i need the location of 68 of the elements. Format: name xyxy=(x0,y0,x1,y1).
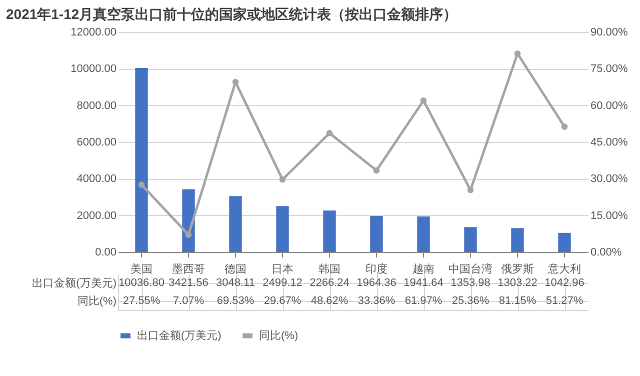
x-tick-label: 中国台湾 xyxy=(448,262,492,276)
bar xyxy=(558,232,571,252)
point xyxy=(185,232,192,238)
data-label: 29.67% xyxy=(264,295,302,307)
data-label: 33.36% xyxy=(358,295,396,307)
point xyxy=(514,50,521,57)
x-tick-label: 日本 xyxy=(272,262,294,276)
chart-title: 2021年1-12月真空泵出口前十位的国家或地区统计表（按出口金额排序） xyxy=(6,6,458,22)
data-label: 3421.56 xyxy=(168,277,208,289)
y-tick-label: 10000.00 xyxy=(70,63,116,76)
point xyxy=(326,130,333,136)
bar xyxy=(135,68,148,252)
bar xyxy=(229,196,242,252)
y2-tick-label: 0.00% xyxy=(590,246,622,258)
x-tick-label: 印度 xyxy=(366,262,388,276)
data-label: 10036.80 xyxy=(118,277,164,289)
data-label: 2499.12 xyxy=(262,277,302,289)
text: 出口金额(万美元) xyxy=(32,278,116,290)
data-label: 51.27% xyxy=(546,295,584,307)
text: 同比(%) xyxy=(77,296,116,308)
y-tick-label: 6000.00 xyxy=(76,136,116,148)
y2-tick-label: 60.00% xyxy=(590,100,628,112)
y-tick-label: 0.00 xyxy=(95,246,116,258)
y-tick-label: 12000.00 xyxy=(70,26,116,38)
data-label: 1941.64 xyxy=(404,277,444,289)
bar xyxy=(323,210,336,252)
y-tick-label: 2000.00 xyxy=(76,210,116,222)
data-label: 48.62% xyxy=(310,295,348,307)
bar xyxy=(276,206,289,252)
y2-tick-label: 90.00% xyxy=(590,26,628,38)
y2-tick-label: 15.00% xyxy=(590,210,628,222)
bar xyxy=(370,216,383,252)
x-tick-label: 美国 xyxy=(130,262,152,276)
legend-label: 同比(%) xyxy=(259,328,298,342)
y-tick-label: 4000.00 xyxy=(76,173,116,186)
data-label: 25.36% xyxy=(452,295,490,307)
data-label: 69.53% xyxy=(216,295,254,307)
x-tick-label: 意大利 xyxy=(547,262,581,276)
x-tick-label: 越南 xyxy=(412,262,434,276)
bar xyxy=(417,216,430,252)
x-tick-label: 墨西哥 xyxy=(172,264,205,276)
point xyxy=(138,182,145,188)
point xyxy=(373,167,380,174)
data-label: 1303.22 xyxy=(498,277,538,289)
data-label: 3048.11 xyxy=(216,277,255,289)
point xyxy=(561,124,568,130)
data-label: 61.97% xyxy=(404,295,442,307)
data-label: 1042.96 xyxy=(544,277,584,289)
y2-tick-label: 75.00% xyxy=(590,63,628,76)
point xyxy=(420,97,427,104)
point xyxy=(467,186,474,194)
data-label: 1964.36 xyxy=(356,277,396,289)
x-tick-label: 俄罗斯 xyxy=(501,262,534,276)
bar xyxy=(511,228,524,252)
x-tick-label: 德国 xyxy=(224,264,246,276)
y2-tick-label: 45.00% xyxy=(590,136,628,148)
bar xyxy=(464,227,477,252)
point xyxy=(232,78,239,86)
data-label: 2266.24 xyxy=(310,277,350,289)
data-label: 7.07% xyxy=(172,295,204,307)
x-tick-label: 韩国 xyxy=(318,262,340,276)
data-label: 1353.98 xyxy=(450,277,490,289)
data-label: 81.15% xyxy=(498,295,536,307)
data-label: 27.55% xyxy=(122,295,160,307)
y-tick-label: 8000.00 xyxy=(76,100,116,112)
y2-tick-label: 30.00% xyxy=(590,173,628,186)
legend-label: 出口金额(万美元) xyxy=(137,328,222,342)
point xyxy=(279,176,286,183)
